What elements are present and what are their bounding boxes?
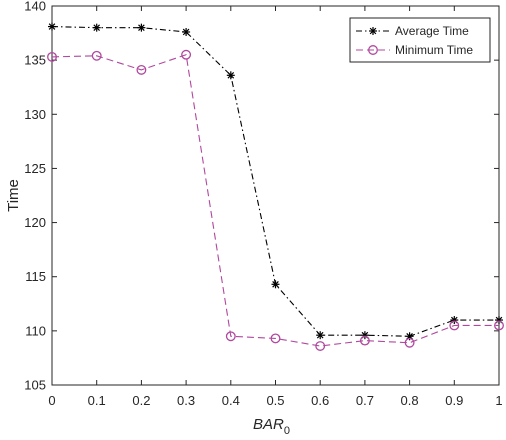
x-axis-title-subscript: 0 (284, 425, 290, 437)
y-axis-title: Time (5, 179, 22, 212)
series-1 (48, 22, 503, 341)
x-tick-label: 0.9 (445, 393, 463, 408)
x-tick-label: 0.7 (356, 393, 374, 408)
y-tick-label: 120 (24, 215, 46, 230)
series-2 (47, 49, 504, 351)
y-tick-label: 110 (25, 323, 46, 338)
data-point-circle (181, 49, 192, 60)
legend-entry: Minimum Time (356, 43, 473, 57)
y-axis: 105 110 115 120 125 130 135 140 (24, 0, 499, 393)
x-tick-label: 1 (495, 393, 502, 408)
legend-entry: Average Time (356, 24, 469, 38)
data-point-asterisk (369, 27, 377, 35)
data-point-asterisk (226, 71, 235, 80)
x-tick-label: 0.1 (88, 393, 106, 408)
y-tick-label: 130 (24, 107, 46, 122)
data-point-circle (368, 45, 378, 55)
data-point-asterisk (92, 23, 101, 32)
y-tick-label: 125 (24, 161, 46, 176)
x-axis-title-main: BAR (253, 416, 284, 433)
data-point-asterisk (182, 27, 191, 36)
x-tick-label: 0.3 (177, 393, 195, 408)
y-tick-label: 140 (24, 0, 46, 14)
y-tick-label: 115 (25, 269, 46, 284)
x-axis: 0 0.1 0.2 0.3 0.4 0.5 0.6 0.7 0.8 0.9 1 (48, 6, 503, 408)
x-tick-label: 0.6 (311, 393, 329, 408)
series-line (51, 53, 499, 347)
data-point-circle (359, 335, 370, 346)
y-tick-label: 105 (24, 378, 46, 393)
series-line (51, 26, 499, 337)
data-point-circle (449, 320, 460, 331)
series-layer (47, 22, 504, 351)
data-point-asterisk (271, 280, 280, 289)
y-tick-label: 135 (24, 53, 46, 68)
legend: Average Time Minimum Time (349, 17, 491, 63)
data-point-circle (404, 337, 415, 348)
x-tick-label: 0.5 (266, 393, 284, 408)
data-point-circle (270, 333, 281, 344)
data-point-circle (225, 331, 236, 342)
x-tick-label: 0.2 (132, 393, 150, 408)
x-tick-label: 0.4 (222, 393, 240, 408)
x-tick-label: 0.8 (401, 393, 419, 408)
data-point-circle (91, 50, 102, 61)
data-point-circle (315, 341, 326, 351)
x-axis-title: BAR0 (253, 416, 290, 437)
x-tick-label: 0 (48, 393, 55, 408)
legend-label: Average Time (395, 24, 469, 38)
data-point-circle (136, 64, 147, 75)
legend-label: Minimum Time (395, 43, 473, 57)
data-point-asterisk (48, 22, 56, 31)
data-point-circle (494, 320, 504, 331)
data-point-asterisk (137, 23, 146, 32)
data-point-asterisk (316, 331, 325, 340)
data-point-circle (47, 51, 57, 62)
